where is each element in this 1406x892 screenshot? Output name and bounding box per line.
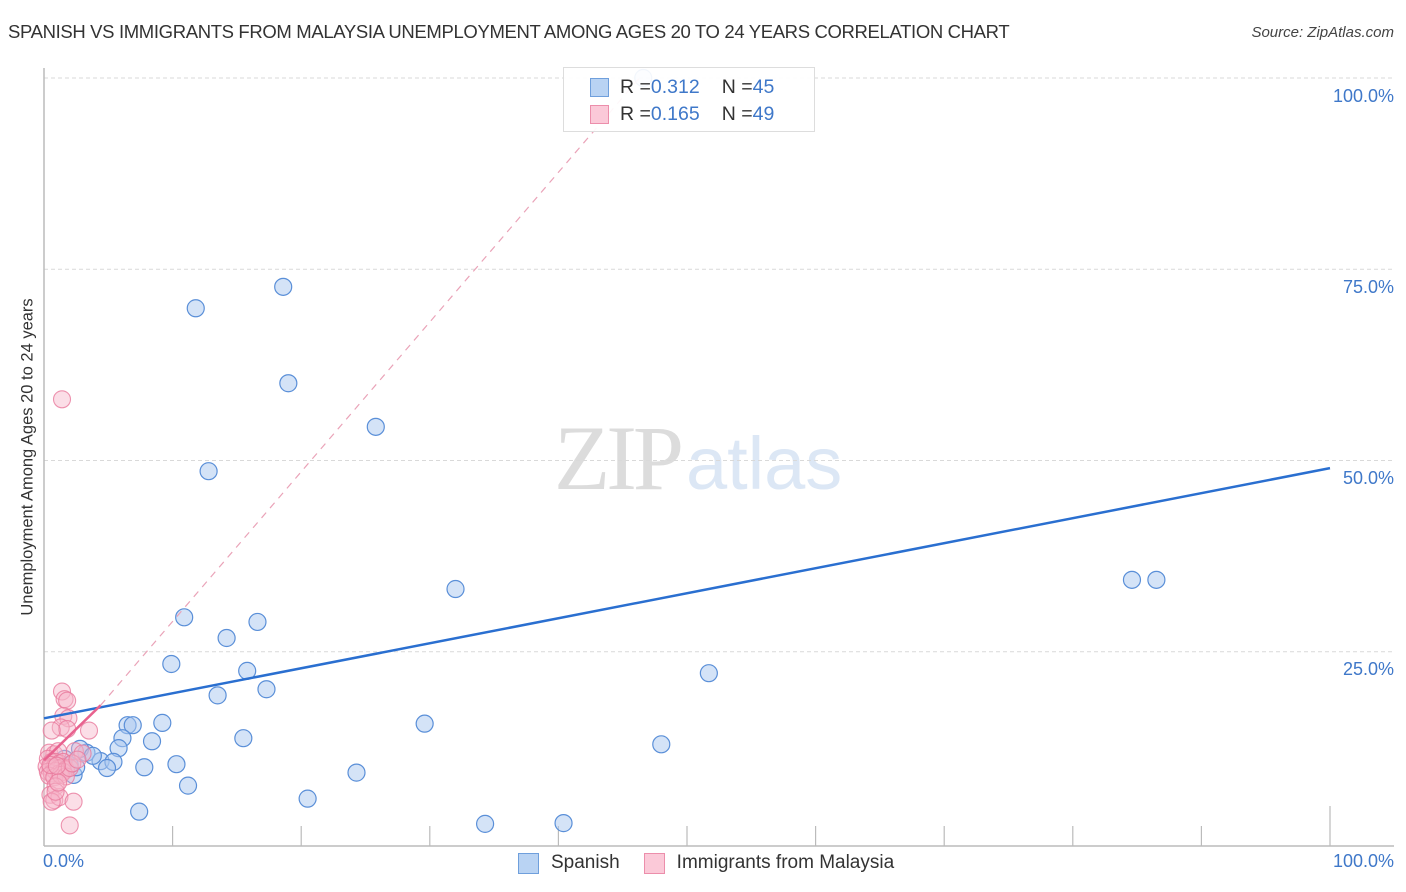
spanish-point [123, 716, 142, 735]
spanish-point [699, 664, 718, 683]
spanish-point [446, 579, 465, 599]
malaysia-point [42, 792, 61, 811]
spanish-r-label: R = [620, 75, 651, 98]
spanish-r-value: 0.312 [650, 75, 700, 98]
spanish-point [142, 732, 162, 751]
malaysia-legend-swatch [643, 852, 665, 874]
malaysia-point [60, 816, 79, 835]
y-tick-100: 100.0% [1332, 86, 1394, 106]
spanish-n-value: 45 [752, 75, 775, 98]
y-tick-25: 25.0% [1342, 659, 1394, 679]
spanish-point [1147, 570, 1166, 589]
spanish-point [217, 628, 236, 648]
spanish-point [234, 729, 253, 748]
x-tick-max: 100.0% [1332, 851, 1394, 871]
spanish-point [178, 776, 198, 795]
legend-row-malaysia: R = 0.165 N = 49 [590, 103, 774, 125]
spanish-point [366, 417, 385, 436]
spanish-trend-line [43, 466, 1331, 720]
spanish-point [208, 686, 227, 705]
malaysia-point [47, 756, 66, 775]
spanish-point [97, 758, 117, 778]
malaysia-n-value: 49 [752, 102, 775, 125]
spanish-swatch [590, 77, 609, 97]
malaysia-r-value: 0.165 [650, 102, 700, 125]
grid-lines [44, 77, 1394, 653]
malaysia-point [42, 721, 61, 740]
spanish-points [50, 68, 1166, 833]
spanish-point [162, 654, 181, 674]
malaysia-legend-label: Immigrants from Malaysia [676, 852, 895, 873]
spanish-point [199, 462, 218, 481]
x-tick-min: 0.0% [43, 851, 85, 871]
trend-lines [43, 77, 1331, 762]
malaysia-point [58, 691, 77, 710]
legend-row-spanish: R = 0.312 N = 45 [590, 76, 774, 98]
malaysia-point [49, 773, 68, 792]
y-tick-50: 50.0% [1342, 468, 1394, 488]
spanish-point [415, 714, 434, 733]
malaysia-point [79, 721, 99, 740]
spanish-point [298, 789, 317, 808]
malaysia-point [41, 755, 60, 775]
y-tick-75: 75.0% [1342, 277, 1394, 297]
spanish-point [167, 755, 186, 774]
malaysia-trend-line [43, 704, 102, 762]
malaysia-point [58, 719, 77, 739]
legend-item-spanish[interactable]: Spanish [518, 852, 620, 874]
source-label: Source: ZipAtlas.com [1251, 24, 1394, 41]
spanish-point [652, 735, 671, 754]
malaysia-trend-extension [100, 77, 640, 706]
malaysia-swatch [590, 104, 609, 124]
spanish-point [248, 612, 267, 632]
spanish-point [279, 374, 298, 393]
spanish-legend-label: Spanish [551, 852, 620, 873]
malaysia-n-label: N = [721, 102, 753, 125]
spanish-point [175, 608, 194, 627]
spanish-point [135, 758, 154, 777]
spanish-point [274, 277, 293, 296]
spanish-point [186, 299, 205, 318]
spanish-point [1122, 570, 1142, 589]
spanish-point [347, 763, 366, 782]
malaysia-points [37, 390, 99, 835]
legend-item-malaysia[interactable]: Immigrants from Malaysia [643, 852, 895, 874]
spanish-n-label: N = [721, 75, 753, 98]
malaysia-point [64, 792, 83, 811]
spanish-legend-swatch [518, 852, 539, 874]
spanish-point [153, 713, 172, 732]
correlation-legend: R = 0.312 N = 45 R = 0.165 N = 49 [563, 67, 815, 132]
spanish-point [554, 814, 573, 833]
malaysia-point [52, 390, 72, 409]
spanish-point [257, 680, 276, 699]
spanish-point [130, 802, 149, 821]
axes [43, 68, 1394, 847]
malaysia-point [68, 750, 87, 769]
series-legend: Spanish Immigrants from Malaysia [518, 852, 918, 874]
malaysia-r-label: R = [620, 102, 651, 125]
spanish-point [475, 814, 495, 833]
chart-title: SPANISH VS IMMIGRANTS FROM MALAYSIA UNEM… [8, 21, 1010, 42]
